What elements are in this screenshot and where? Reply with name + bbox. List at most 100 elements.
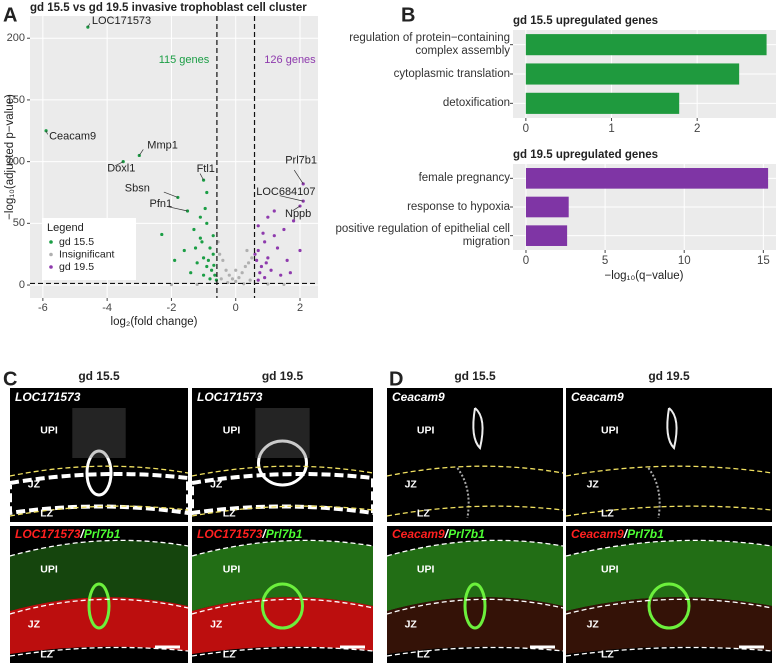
data-point bbox=[282, 282, 286, 287]
boundary-line bbox=[565, 539, 773, 557]
stain-label-part: Prl7b1 bbox=[266, 527, 303, 541]
x-tick-label: -4 bbox=[102, 302, 112, 314]
boundary-line bbox=[191, 598, 374, 615]
marker-signal bbox=[387, 597, 563, 654]
tissue-signal bbox=[190, 472, 375, 516]
stain-label: LOC171573/Prl7b1 bbox=[15, 527, 121, 541]
legend-label: gd 15.5 bbox=[59, 236, 94, 248]
region-label: UPI bbox=[417, 564, 435, 576]
y-tick-label: 200 bbox=[7, 32, 25, 44]
legend-title: Legend bbox=[47, 222, 84, 234]
stain-label: LOC171573/Prl7b1 bbox=[197, 527, 303, 541]
boundary-line bbox=[386, 505, 564, 517]
tissue-signal bbox=[456, 467, 470, 519]
bar bbox=[525, 168, 769, 189]
panel-label: D bbox=[389, 368, 403, 390]
data-point bbox=[195, 261, 199, 265]
stain-label-part: / bbox=[623, 527, 629, 541]
stain-label: Ceacam9/Prl7b1 bbox=[392, 527, 485, 541]
region-label: JZ bbox=[210, 618, 223, 630]
data-point bbox=[259, 264, 264, 269]
y-tick-label: positive regulation of epithelial cell m… bbox=[335, 222, 510, 248]
data-point bbox=[234, 279, 238, 283]
data-point bbox=[208, 246, 212, 250]
column-header: gd 19.5 bbox=[648, 369, 690, 383]
data-point bbox=[227, 273, 231, 277]
category-label-box: cytoplasmic translation bbox=[394, 68, 510, 80]
y-tick-label: regulation of protein−containing complex… bbox=[349, 31, 510, 57]
data-point bbox=[256, 224, 260, 228]
data-point bbox=[221, 258, 225, 262]
x-tick-label: 0 bbox=[523, 255, 529, 267]
data-point bbox=[263, 276, 267, 280]
boundary-line bbox=[191, 505, 374, 517]
region-label: UPI bbox=[223, 564, 241, 576]
data-point bbox=[205, 221, 209, 225]
legend-swatch bbox=[49, 240, 53, 244]
counterstain-signal bbox=[10, 540, 188, 611]
region-label: LZ bbox=[417, 508, 430, 520]
x-tick-label: 1 bbox=[608, 123, 614, 135]
data-point bbox=[208, 277, 212, 281]
label-leader bbox=[45, 130, 48, 135]
region-label: JZ bbox=[210, 478, 223, 490]
counterstain-signal bbox=[463, 582, 487, 630]
point-label: Pfn1 bbox=[150, 198, 173, 210]
boundary-line bbox=[565, 465, 773, 477]
data-point bbox=[234, 268, 238, 272]
region-label: UPI bbox=[40, 564, 58, 576]
data-point bbox=[224, 268, 228, 272]
data-point bbox=[272, 234, 276, 238]
data-point bbox=[263, 240, 267, 244]
data-point bbox=[272, 209, 276, 213]
tissue-signal bbox=[647, 467, 661, 519]
region-label: UPI bbox=[40, 425, 58, 437]
legend-label: Insignificant bbox=[59, 248, 115, 260]
data-point bbox=[218, 252, 222, 256]
point-label: LOC171573 bbox=[92, 15, 151, 27]
stain-label: LOC171573 bbox=[15, 390, 81, 404]
boundary-line bbox=[565, 646, 773, 657]
panel-label: B bbox=[401, 4, 415, 26]
chart-title: gd 19.5 upregulated genes bbox=[513, 149, 658, 161]
point-label: Ceacam9 bbox=[49, 131, 96, 143]
tissue-signal bbox=[8, 472, 190, 516]
region-label: LZ bbox=[40, 508, 53, 520]
data-point bbox=[212, 263, 216, 267]
data-point bbox=[192, 227, 196, 232]
counterstain-signal bbox=[192, 540, 373, 611]
bar bbox=[525, 63, 740, 85]
y-tick-label: response to hypoxia bbox=[407, 200, 510, 213]
region-label: LZ bbox=[601, 508, 614, 520]
data-point bbox=[266, 256, 270, 260]
boundary-line bbox=[9, 646, 189, 657]
category-label-box: positive regulation of epithelial cell m… bbox=[335, 222, 510, 248]
label-leader bbox=[279, 195, 304, 202]
data-point bbox=[193, 246, 198, 250]
data-point bbox=[256, 248, 260, 253]
column-header: gd 15.5 bbox=[454, 369, 496, 383]
legend-label: gd 19.5 bbox=[59, 261, 94, 273]
category-label-box: regulation of protein−containing complex… bbox=[349, 31, 510, 57]
point-label: Mmp1 bbox=[147, 139, 178, 151]
boundary-line bbox=[191, 646, 374, 657]
data-point bbox=[248, 278, 252, 282]
tissue-signal bbox=[666, 407, 678, 450]
data-point bbox=[266, 215, 270, 219]
counterstain-signal bbox=[566, 540, 772, 611]
bar bbox=[525, 196, 569, 218]
region-label: JZ bbox=[28, 618, 41, 630]
point-label: Doxl1 bbox=[107, 163, 135, 175]
stain-label: Ceacam9 bbox=[392, 390, 445, 404]
data-point bbox=[206, 258, 210, 262]
data-point bbox=[285, 258, 289, 262]
label-leader bbox=[292, 205, 301, 212]
data-point bbox=[258, 271, 262, 275]
region-label: JZ bbox=[587, 478, 600, 490]
stain-label-part: Prl7b1 bbox=[627, 527, 664, 541]
data-point bbox=[255, 258, 259, 262]
boundary-line bbox=[9, 505, 189, 517]
data-point bbox=[210, 268, 214, 272]
column-header: gd 15.5 bbox=[78, 369, 120, 383]
